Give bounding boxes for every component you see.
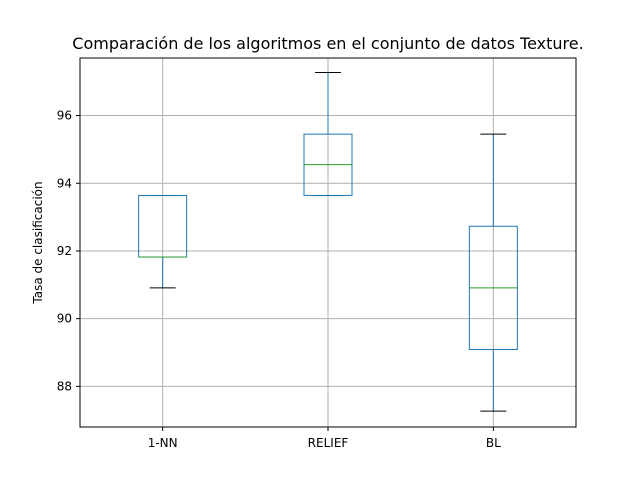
y-tick-label: 94 (57, 176, 72, 190)
box-relief (303, 72, 353, 196)
x-tick-label: RELIEF (308, 436, 349, 450)
y-tick-label: 96 (57, 109, 72, 123)
y-tick-label: 92 (57, 244, 72, 258)
box-layer (138, 72, 518, 412)
chart-title: Comparación de los algoritmos en el conj… (72, 34, 583, 53)
y-axis-label: Tasa de clasificación (31, 181, 45, 304)
tick-layer: 88 90 92 94 96 1-NN RELIEF BL (57, 109, 501, 450)
x-tick-label: BL (486, 436, 501, 450)
y-tick-label: 90 (57, 312, 72, 326)
y-tick-label: 88 (57, 379, 72, 393)
box-bl (468, 133, 518, 412)
x-tick-label: 1-NN (148, 436, 178, 450)
box-1-nn (138, 194, 188, 289)
